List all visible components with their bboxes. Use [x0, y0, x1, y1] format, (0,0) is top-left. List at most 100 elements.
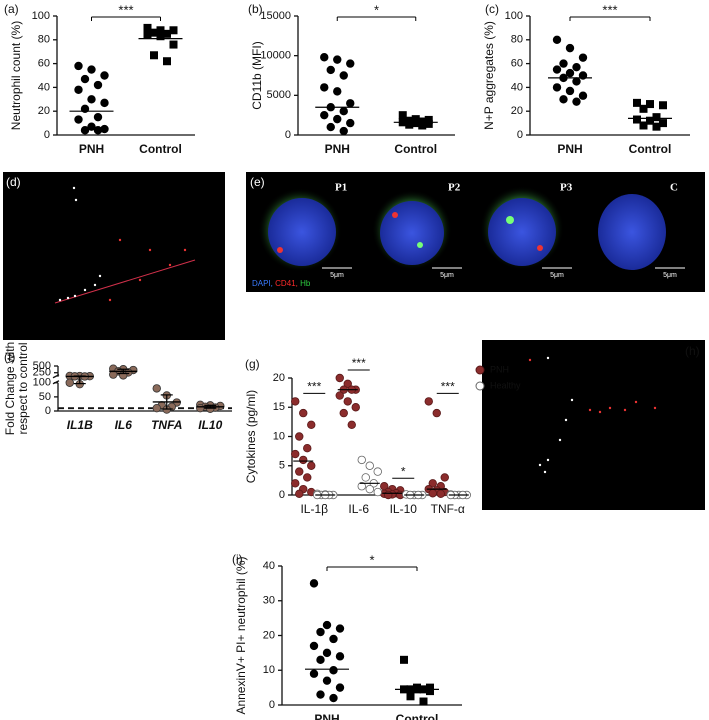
x-tick-label: IL-10	[390, 502, 418, 516]
point	[150, 28, 158, 37]
point	[307, 461, 316, 470]
point	[646, 100, 654, 109]
point	[365, 461, 374, 470]
point	[316, 655, 325, 665]
point	[74, 115, 83, 124]
point	[322, 648, 332, 658]
point	[309, 579, 319, 588]
point	[426, 687, 434, 696]
point	[339, 71, 348, 80]
x-tick-label: TNFA	[151, 418, 182, 432]
point	[320, 53, 329, 62]
point	[329, 666, 338, 675]
point	[295, 489, 304, 499]
point	[100, 98, 109, 108]
point	[143, 31, 152, 40]
point	[652, 113, 661, 122]
point	[552, 83, 562, 92]
point	[578, 53, 588, 62]
x-tick-label: IL10	[198, 418, 222, 432]
point	[346, 59, 355, 68]
panel-label: (h)	[685, 344, 700, 358]
point	[335, 652, 345, 661]
point	[329, 693, 338, 703]
y-tick-label: 0	[44, 129, 50, 141]
point	[335, 373, 344, 383]
point	[74, 85, 83, 94]
point	[365, 484, 374, 494]
panel-label: (c)	[485, 2, 499, 16]
point	[316, 690, 325, 699]
panel-label: (i)	[232, 552, 243, 566]
point	[646, 116, 654, 125]
point	[87, 95, 96, 104]
point	[150, 51, 158, 60]
point	[320, 83, 329, 92]
y-tick-label: 20	[273, 372, 285, 384]
point	[347, 420, 356, 429]
point	[373, 487, 382, 497]
point	[295, 432, 304, 441]
y-axis-label: AnnexinV+ PI+ neutrophil (%)	[234, 556, 248, 714]
point	[335, 683, 345, 692]
point	[80, 74, 90, 84]
point	[309, 641, 319, 651]
x-tick-label: Control	[396, 712, 439, 720]
y-tick-label: 40	[38, 81, 50, 93]
point	[333, 114, 342, 124]
point	[357, 455, 366, 465]
point	[572, 97, 581, 106]
point	[93, 80, 103, 90]
point	[411, 119, 420, 128]
y-tick-label: 80	[38, 34, 50, 46]
y-axis-label: N+P aggregates (%)	[482, 21, 496, 130]
point	[322, 676, 332, 685]
scale-bar-label: 5μm	[330, 272, 344, 279]
point	[373, 467, 382, 476]
point	[326, 122, 335, 132]
point	[299, 455, 308, 465]
point	[303, 473, 312, 482]
significance: ***	[602, 2, 617, 17]
point	[565, 86, 575, 96]
point	[578, 91, 588, 100]
y-tick-label: 40	[511, 81, 523, 93]
significance: *	[369, 552, 374, 567]
point	[398, 111, 407, 120]
panel-name: P2	[448, 182, 461, 194]
y-tick-label: 15	[273, 401, 285, 413]
y-tick-label: 40	[263, 560, 275, 572]
x-tick-label: PNH	[79, 142, 104, 156]
point	[87, 65, 96, 74]
point	[406, 692, 415, 701]
point	[552, 35, 562, 44]
point	[428, 489, 437, 498]
legend-marker	[475, 381, 485, 391]
point	[565, 43, 575, 53]
point	[552, 65, 562, 74]
x-tick-label: Control	[139, 142, 182, 156]
y-axis-label: respect to control	[16, 342, 30, 434]
point	[440, 473, 449, 482]
point	[659, 101, 667, 110]
x-tick-label: TNF-α	[431, 502, 465, 516]
point	[291, 449, 300, 459]
point	[424, 397, 433, 406]
point	[343, 397, 352, 406]
panel-label: (f)	[4, 350, 15, 364]
stain: DAPI,	[252, 279, 273, 288]
significance: ***	[441, 380, 455, 394]
point	[152, 384, 161, 393]
point	[156, 32, 165, 41]
point	[339, 126, 348, 136]
x-tick-label: IL1B	[67, 418, 93, 432]
y-tick-label: 60	[511, 58, 523, 70]
x-tick-label: IL6	[115, 418, 133, 432]
significance: ***	[352, 356, 366, 370]
point	[299, 408, 308, 418]
point	[652, 122, 661, 131]
y-tick-label: 0	[269, 699, 275, 711]
point	[572, 62, 581, 72]
y-tick-label: 0	[45, 405, 51, 417]
